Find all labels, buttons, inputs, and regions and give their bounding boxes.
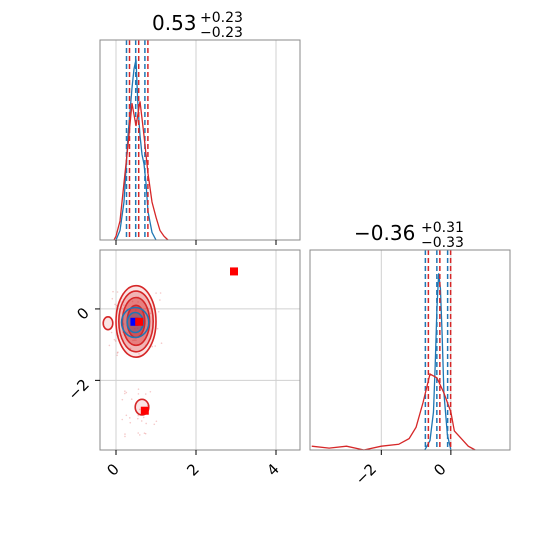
panel-bottom-right-title-sup: +0.31 [421, 220, 464, 236]
sample-point [132, 339, 134, 342]
square-marker [140, 406, 149, 415]
panel-top-left-title-sup: +0.23 [200, 10, 243, 26]
sample-point [144, 432, 147, 435]
panel-bottom-right-title: −0.36 [354, 221, 415, 245]
sample-point [137, 388, 140, 390]
panel-top-left-ticks [115, 240, 277, 245]
sample-point [125, 391, 128, 394]
sample-point [123, 304, 125, 306]
histogram-line [311, 373, 476, 451]
panel-bottom-right: −0.36 +0.31 −0.33 −2 0 [309, 220, 511, 488]
panel-bottom-right-frame [309, 249, 511, 451]
panel-bottom-left-contours [102, 284, 157, 416]
square-marker [130, 317, 139, 326]
sample-point [138, 434, 141, 436]
sample-point [149, 390, 152, 393]
panel-bottom-right-series [311, 250, 476, 451]
sample-point [124, 435, 126, 438]
histogram-line [113, 101, 169, 241]
sample-point [120, 301, 122, 303]
sample-point [116, 352, 119, 354]
sample-point [149, 312, 152, 315]
sample-point [116, 354, 119, 357]
sample-point [160, 342, 163, 344]
sample-point [142, 416, 145, 419]
density-contour [102, 315, 114, 331]
panel-top-left-grid [115, 40, 277, 240]
panel-top-left-frame [99, 39, 301, 241]
sample-point [135, 339, 137, 342]
panel-bottom-right-ticks: −2 0 [352, 450, 452, 488]
sample-point [144, 393, 147, 395]
sample-point [111, 297, 114, 300]
square-marker [135, 317, 144, 326]
sample-point [113, 338, 116, 341]
sample-point [114, 340, 117, 342]
sample-point [137, 432, 140, 434]
sample-point [153, 423, 156, 426]
y-tick-label: −2 [64, 375, 92, 403]
sample-point [140, 420, 143, 422]
sample-point [131, 300, 134, 303]
sample-point [138, 353, 140, 355]
sample-point [155, 420, 158, 423]
sample-point [126, 332, 129, 334]
panel-bottom-left: 0 2 4 0 −2 [64, 249, 301, 480]
sample-point [124, 392, 126, 395]
sample-point [129, 421, 132, 424]
sample-point [159, 299, 161, 301]
sample-point [159, 292, 162, 294]
sample-point [137, 414, 140, 417]
sample-point [115, 304, 118, 307]
sample-point [121, 398, 124, 401]
sample-point [133, 339, 136, 341]
x-tick-label: −2 [352, 460, 380, 488]
panel-bottom-left-frame [99, 249, 301, 451]
sample-point [138, 408, 141, 411]
panel-bottom-left-ticks: 0 2 4 0 −2 [64, 304, 282, 480]
panel-top-left-title-sub: −0.23 [200, 25, 243, 41]
sample-point [129, 347, 132, 350]
panel-top-left-series [113, 40, 169, 241]
histogram-line [424, 273, 452, 451]
sample-point [128, 417, 131, 419]
square-marker [230, 267, 238, 276]
sample-point [154, 345, 157, 347]
sample-point [151, 345, 154, 348]
panel-top-left-title: 0.53 [152, 11, 197, 35]
sample-point [137, 417, 139, 420]
sample-point [121, 418, 124, 421]
sample-point [145, 422, 147, 425]
sample-point [124, 433, 126, 435]
sample-point [125, 414, 128, 417]
sample-point [155, 292, 157, 294]
panel-bottom-right-title-sub: −0.33 [421, 235, 464, 251]
sample-point [130, 398, 133, 400]
y-tick-label: 0 [73, 304, 92, 323]
sample-point [156, 327, 159, 330]
sample-point [116, 291, 119, 293]
sample-point [157, 310, 160, 313]
sample-point [124, 390, 126, 392]
sample-point [137, 393, 140, 395]
x-tick-label: 0 [430, 460, 449, 479]
sample-point [114, 303, 116, 306]
panel-bottom-left-markers [130, 267, 238, 415]
sample-point [137, 301, 139, 303]
panel-top-left: 0.53 +0.23 −0.23 [99, 10, 301, 245]
x-tick-label: 2 [183, 460, 202, 479]
x-tick-label: 4 [263, 460, 282, 479]
sample-point [110, 331, 113, 334]
sample-point [108, 344, 111, 347]
sample-point [117, 351, 119, 353]
sample-point [112, 290, 114, 293]
sample-point [143, 432, 146, 434]
x-tick-label: 0 [103, 460, 122, 479]
